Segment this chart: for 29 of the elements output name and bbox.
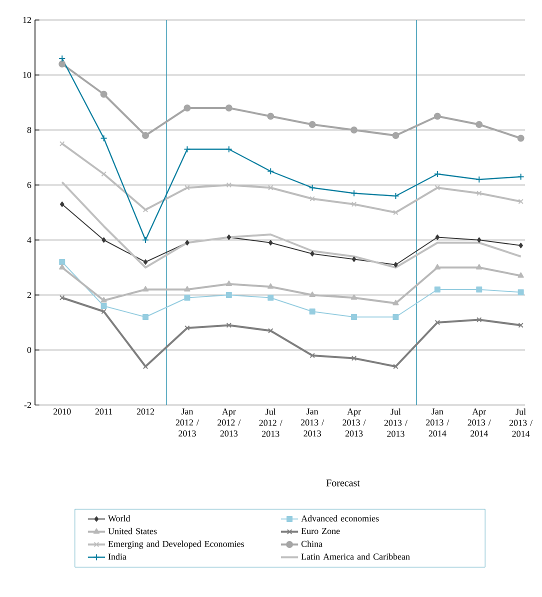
x-tick-label: 2012 [136, 408, 154, 415]
y-tick-label: 8 [27, 126, 32, 134]
x-tick-label: Jul 2013 / 2013 [384, 408, 408, 437]
legend-label: Emerging and Developed Economies [108, 540, 244, 549]
x-tick-label: Apr 2012 / 2013 [218, 408, 241, 437]
x-tick-label: Jul 2012 / 2013 [259, 408, 282, 437]
x-tick-label: Apr 2013 / 2014 [468, 408, 491, 437]
y-tick-label: 12 [23, 17, 31, 23]
x-tick-label: 2011 [95, 408, 112, 415]
legend-label: Latin America and Caribbean [301, 553, 410, 560]
y-tick-label: 4 [27, 237, 32, 243]
text: Forecast [326, 480, 360, 486]
legend-label: Advanced economies [301, 515, 379, 522]
x-tick-label: Apr 2013 / 2013 [342, 408, 366, 437]
x-tick-label: Jan 2013 / 2013 [300, 408, 324, 437]
y-tick-label: 10 [23, 72, 32, 78]
legend-label: China [301, 540, 322, 547]
legend-label: World [108, 515, 130, 522]
y-tick-label: 0 [27, 346, 32, 354]
legend-label: Euro Zone [301, 528, 340, 534]
y-tick-label: 6 [27, 182, 32, 188]
y-tick-label: -2 [24, 402, 31, 408]
x-tick-label: Jul 2013 / 2014 [509, 408, 533, 437]
legend-label: United States [108, 528, 157, 534]
y-tick-label: 2 [27, 292, 31, 298]
legend-label: India [108, 553, 126, 560]
x-tick-label: 2010 [54, 408, 71, 415]
x-tick-label: Jan 2012 / 2013 [176, 408, 199, 437]
x-tick-label: Jan 2013 / 2014 [426, 408, 450, 437]
